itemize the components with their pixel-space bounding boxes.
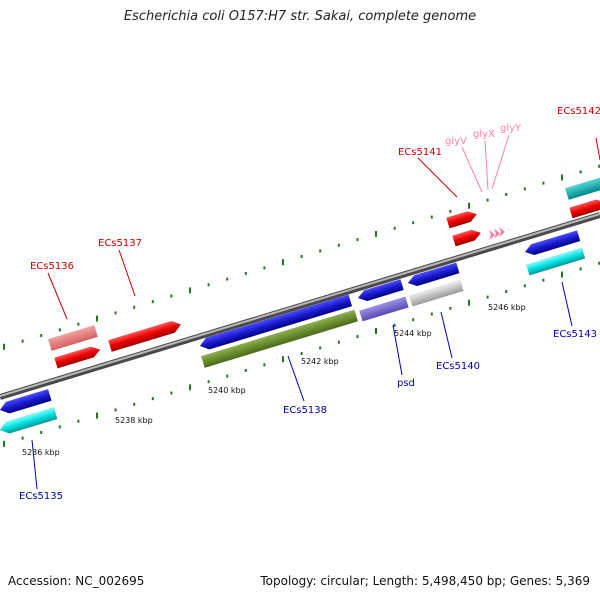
scale-label-5244: 5244 kbp bbox=[394, 329, 432, 338]
feature-psd-upper bbox=[357, 279, 404, 302]
feature-psd-lower bbox=[359, 296, 409, 322]
scale-label-5246: 5246 kbp bbox=[488, 303, 526, 312]
gene-label-ecs5137: ECs5137 bbox=[98, 238, 142, 249]
feature-ecs5140-upper bbox=[407, 262, 460, 287]
feature-ecs5136-upper bbox=[47, 325, 98, 352]
accession-text: Accession: NC_002695 bbox=[8, 574, 145, 588]
leader-ecs5140 bbox=[440, 311, 453, 359]
gene-label-ecs5141: ECs5141 bbox=[398, 147, 442, 158]
feature-glyv bbox=[489, 230, 495, 240]
feature-glyx bbox=[494, 228, 500, 239]
label-leaders bbox=[31, 134, 600, 490]
gene-label-ecs5140: ECs5140 bbox=[436, 361, 480, 372]
leader-ecs5138 bbox=[287, 355, 305, 402]
feature-ecs5142-upper bbox=[564, 176, 600, 201]
gene-label-glyv: glyV bbox=[445, 136, 467, 147]
gene-label-glyx: glyX bbox=[473, 129, 495, 140]
scale-label-5236: 5236 kbp bbox=[22, 448, 60, 457]
feature-ecs5142-lower bbox=[569, 199, 600, 219]
genome-summary-text: Topology: circular; Length: 5,498,450 bp… bbox=[260, 574, 590, 588]
gene-label-ecs5136: ECs5136 bbox=[30, 261, 74, 272]
scale-labels: 5236 kbp 5238 kbp 5240 kbp 5242 kbp 5244… bbox=[22, 303, 526, 457]
scale-label-5240: 5240 kbp bbox=[208, 386, 246, 395]
gene-label-ecs5138: ECs5138 bbox=[283, 405, 327, 416]
gene-label-ecs5143: ECs5143 bbox=[553, 329, 597, 340]
gene-features bbox=[0, 176, 600, 434]
leader-psd bbox=[392, 324, 403, 376]
genome-backbone bbox=[0, 212, 600, 400]
feature-ecs5143-upper bbox=[524, 230, 581, 256]
map-title: Escherichia coli O157:H7 str. Sakai, com… bbox=[123, 9, 477, 24]
leader-glyx bbox=[484, 140, 489, 191]
leader-glyy bbox=[491, 134, 510, 190]
leader-ecs5141 bbox=[417, 157, 458, 198]
leader-ecs5136 bbox=[47, 272, 68, 320]
feature-ecs5141-lower bbox=[452, 229, 482, 247]
leader-ecs5142 bbox=[595, 137, 600, 161]
gene-label-psd: psd bbox=[397, 378, 415, 389]
leader-ecs5143 bbox=[561, 281, 573, 327]
feature-ecs5138-upper bbox=[199, 294, 353, 350]
feature-ecs5143-lower bbox=[526, 247, 586, 276]
feature-ecs5135-lower bbox=[0, 407, 58, 434]
feature-ecs5140-lower bbox=[409, 280, 464, 307]
feature-ecs5137 bbox=[107, 320, 182, 353]
scale-label-5238: 5238 kbp bbox=[115, 416, 153, 425]
gene-label-ecs5142: ECs5142 bbox=[557, 106, 600, 117]
gene-labels: ECs5135 ECs5136 ECs5137 ECs5138 psd ECs5… bbox=[19, 106, 600, 502]
gene-label-ecs5135: ECs5135 bbox=[19, 491, 63, 502]
leader-glyv bbox=[461, 146, 483, 193]
gene-label-glyy: glyY bbox=[500, 123, 522, 134]
tick-rows bbox=[3, 164, 600, 447]
feature-ecs5138-lower bbox=[200, 309, 359, 369]
leader-ecs5137 bbox=[118, 249, 136, 297]
feature-ecs5141-upper bbox=[446, 211, 478, 229]
scale-label-5242: 5242 kbp bbox=[301, 357, 339, 366]
feature-glyy bbox=[499, 226, 505, 237]
leader-ecs5135 bbox=[31, 439, 38, 490]
feature-ecs5136-lower bbox=[54, 346, 101, 369]
feature-ecs5135-upper bbox=[0, 388, 52, 414]
